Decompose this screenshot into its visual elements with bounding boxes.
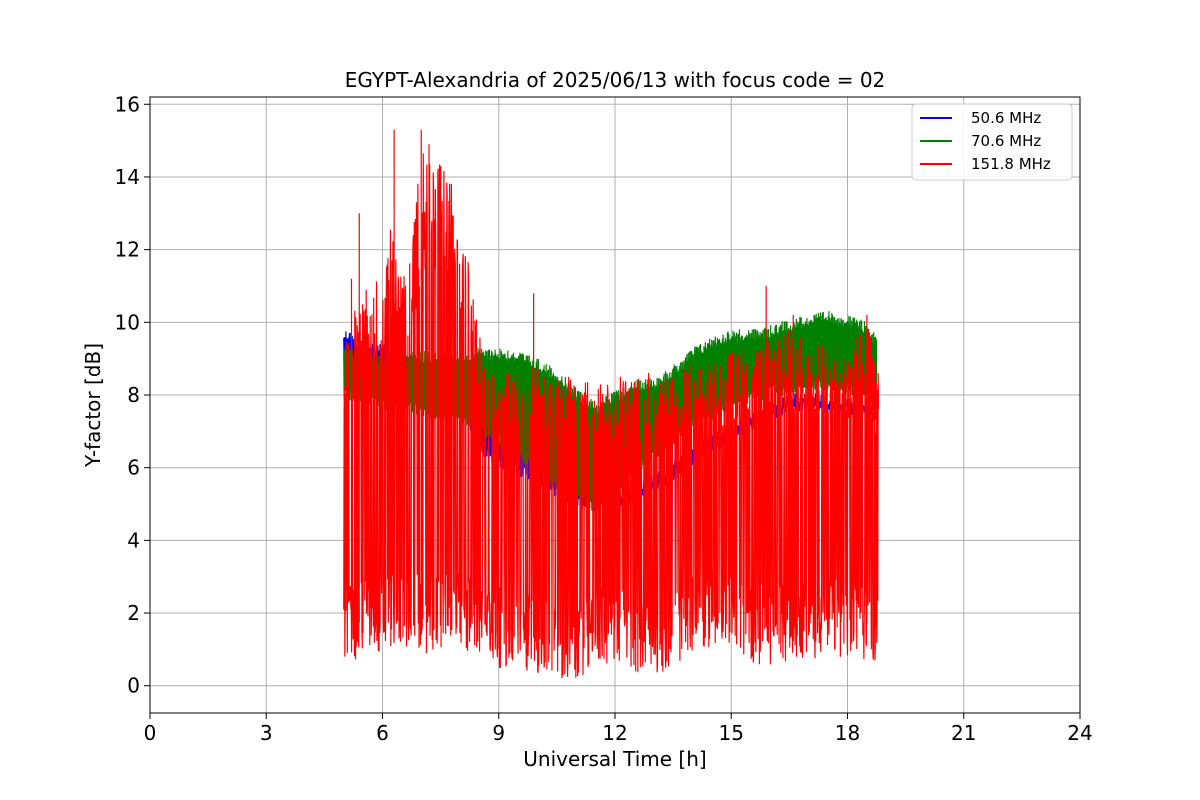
y-tick-label: 14 [115, 165, 140, 189]
y-tick-label: 12 [115, 238, 140, 262]
y-tick-label: 10 [115, 310, 140, 334]
legend-box [911, 103, 1073, 181]
x-axis-label: Universal Time [h] [523, 747, 706, 771]
x-tick-label: 0 [144, 721, 157, 745]
y-axis-label: Y-factor [dB] [81, 343, 105, 468]
y-tick-label: 0 [127, 674, 140, 698]
x-tick-label: 3 [260, 721, 273, 745]
legend: 50.6 MHz 70.6 MHz 151.8 MHz [911, 103, 1073, 181]
legend-label: 70.6 MHz [971, 132, 1041, 150]
x-tick-label: 18 [835, 721, 860, 745]
y-tick-label: 6 [127, 456, 140, 480]
y-tick-label: 16 [115, 92, 140, 116]
x-tick-label: 24 [1067, 721, 1092, 745]
x-tick-label: 9 [492, 721, 505, 745]
series-line-3 [343, 129, 880, 679]
plot-area [343, 129, 880, 679]
series-group [343, 129, 880, 679]
x-tick-label: 21 [951, 721, 976, 745]
x-tick-label: 15 [719, 721, 744, 745]
y-tick-label: 2 [127, 601, 140, 625]
legend-label: 151.8 MHz [971, 155, 1051, 173]
y-tick-label: 8 [127, 383, 140, 407]
legend-label: 50.6 MHz [971, 109, 1041, 127]
x-tick-label: 12 [602, 721, 627, 745]
x-tick-label: 6 [376, 721, 389, 745]
y-tick-label: 4 [127, 528, 140, 552]
chart-title: EGYPT-Alexandria of 2025/06/13 with focu… [345, 68, 886, 92]
